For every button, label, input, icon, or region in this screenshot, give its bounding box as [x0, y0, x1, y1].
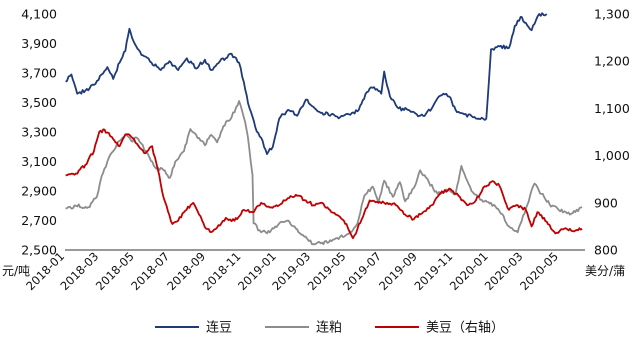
x-tick-label: 2018-11: [200, 249, 244, 293]
left-tick-label: 3,700: [21, 66, 57, 81]
legend: 连豆 连粕 美豆（右轴）: [155, 320, 504, 336]
legend-label: 连粕: [316, 320, 342, 336]
x-tick-label: 2018-07: [128, 249, 172, 293]
x-tick-label: 2020-05: [517, 249, 561, 293]
right-tick-label: 900: [594, 195, 618, 210]
left-tick-label: 3,100: [21, 154, 57, 169]
left-axis-unit: 元/吨: [2, 264, 30, 278]
right-tick-label: 1,300: [594, 7, 630, 22]
left-tick-label: 2,500: [21, 243, 57, 258]
right-tick-label: 1,200: [594, 54, 630, 69]
x-axis-ticks: 2018-012018-032018-052018-072018-092018-…: [23, 249, 561, 293]
right-tick-label: 1,100: [594, 101, 630, 116]
left-tick-label: 2,700: [21, 213, 57, 228]
x-tick-label: 2018-09: [164, 249, 208, 293]
legend-label: 美豆（右轴）: [426, 321, 504, 336]
x-tick-label: 2019-07: [340, 249, 384, 293]
x-tick-label: 2020-03: [482, 249, 526, 293]
left-axis-ticks: 2,500 2,700 2,900 3,100 3,300 3,500 3,700 3,900…: [21, 7, 57, 258]
left-tick-label: 4,100: [21, 7, 57, 22]
right-axis-unit: 美分/蒲: [585, 264, 625, 278]
right-axis-ticks: 800 900 1,000 1,100 1,200 1,300: [594, 7, 630, 258]
right-tick-label: 800: [594, 243, 618, 258]
x-tick-label: 2019-09: [376, 249, 420, 293]
series-layer: [65, 12, 583, 246]
series-line-1: [65, 12, 548, 155]
x-tick-label: 2018-05: [93, 249, 137, 293]
legend-label: 连豆: [206, 320, 232, 336]
left-tick-label: 3,900: [21, 36, 57, 51]
left-tick-label: 3,300: [21, 125, 57, 140]
series-line-3: [65, 128, 583, 240]
series-line-2: [65, 100, 583, 246]
x-tick-label: 2019-05: [305, 249, 349, 293]
left-tick-label: 2,900: [21, 184, 57, 199]
left-tick-label: 3,500: [21, 95, 57, 110]
x-tick-label: 2019-03: [269, 249, 313, 293]
x-tick-label: 2019-11: [411, 249, 455, 293]
right-tick-label: 1,000: [594, 148, 630, 163]
x-tick-label: 2018-03: [57, 249, 101, 293]
